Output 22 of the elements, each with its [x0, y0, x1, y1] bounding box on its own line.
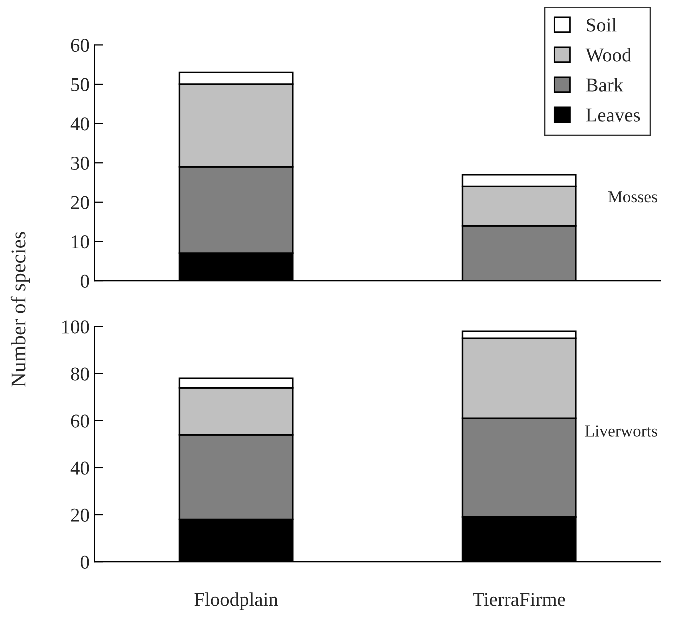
y-tick-label: 40: [70, 462, 90, 475]
y-tick-label: 80: [71, 368, 90, 381]
y-tick-label: 60: [71, 39, 90, 52]
legend-label: Soil: [587, 18, 617, 32]
y-tick-label: 20: [71, 508, 90, 522]
y-tick-label: 10: [72, 236, 90, 249]
annotation: Liverworts: [585, 426, 658, 437]
y-tick-label: 50: [72, 78, 90, 92]
annotation: Mosses: [608, 192, 658, 203]
legend-label: Wood: [586, 48, 632, 62]
x-tick-label: TierraFirme: [473, 593, 566, 606]
y-axis-title: Number of species: [10, 232, 30, 388]
y-tick-label: 20: [71, 196, 90, 210]
legend-label: Bark: [586, 78, 624, 92]
y-tick-label: 40: [70, 118, 90, 131]
y-tick-label: 30: [71, 156, 90, 170]
y-tick-label: 100: [62, 320, 90, 334]
x-tick-label: Floodplain: [194, 592, 278, 610]
y-tick-label: 0: [80, 274, 90, 288]
y-tick-label: 0: [80, 556, 90, 569]
legend-label: Leaves: [586, 108, 640, 122]
y-tick-label: 60: [71, 414, 90, 428]
